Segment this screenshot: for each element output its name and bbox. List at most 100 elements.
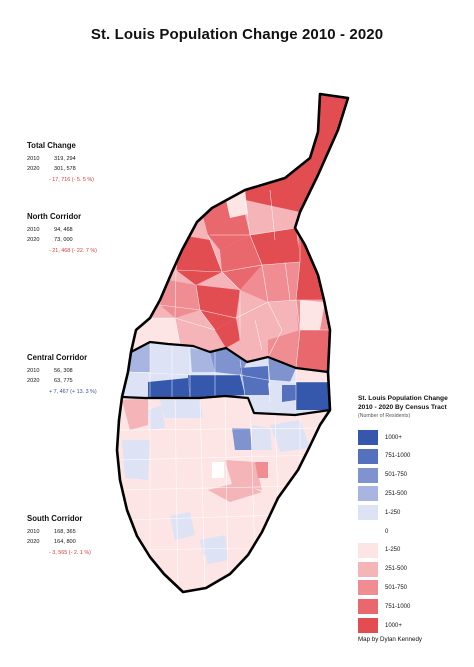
total-change-diff: - 17, 716 (- 5. 5 %) [49, 177, 94, 183]
legend-swatch [358, 618, 378, 633]
legend-swatch [358, 524, 378, 539]
north-2010-row: 2010 94, 468 [27, 227, 97, 237]
tract [196, 285, 240, 330]
tract [210, 348, 247, 375]
north-central-divider [130, 340, 329, 374]
legend-item: 1000+ [358, 618, 402, 633]
map-credit: Map by Dylan Kennedy [358, 636, 422, 643]
legend-item: 751-1000 [358, 448, 411, 464]
tract [232, 428, 252, 450]
tract [160, 398, 203, 418]
north-corridor-diff: - 21, 468 (- 22. 7 %) [49, 248, 97, 254]
central-2010-row: 2010 56, 308 [27, 368, 97, 378]
tract [255, 462, 268, 478]
year-label: 2010 [27, 227, 40, 233]
central-2020-row: 2020 63, 775 [27, 378, 97, 388]
population-value: 301, 578 [54, 166, 76, 172]
legend-swatch [358, 580, 378, 596]
legend-swatch [358, 430, 378, 445]
population-value: 73, 000 [54, 237, 73, 243]
tract [200, 535, 228, 565]
tract [215, 318, 240, 348]
north-corridor-heading: North Corridor [27, 212, 82, 221]
north-tract-borders [140, 189, 335, 369]
tract [280, 385, 296, 402]
tract [148, 378, 190, 398]
legend-label: 751-1000 [385, 603, 411, 610]
tract [131, 318, 180, 352]
tract [296, 382, 330, 410]
legend-item: 1000+ [358, 430, 402, 445]
legend-label: 501-750 [385, 472, 408, 479]
legend-item: 501-750 [358, 580, 408, 596]
tract [296, 330, 330, 372]
legend-item: 0 [358, 524, 388, 539]
city-boundary [115, 92, 350, 594]
south-corridor-heading: South Corridor [27, 514, 83, 523]
year-label: 2010 [27, 529, 40, 535]
south-corridor-block: South Corridor 2010 168, 365 2020 164, 8… [27, 514, 91, 556]
population-value: 63, 775 [54, 378, 73, 384]
tract [300, 300, 325, 330]
legend-swatch [358, 467, 378, 483]
population-value: 164, 800 [54, 539, 76, 545]
legend-title-line1: St. Louis Population Change [358, 395, 448, 402]
legend-label: 501-750 [385, 584, 408, 591]
legend-label: 1000+ [385, 434, 402, 441]
central-corridor-block: Central Corridor 2010 56, 308 2020 63, 7… [27, 353, 97, 395]
legend-label: 0 [385, 528, 389, 535]
north-2020-row: 2020 73, 000 [27, 237, 97, 247]
tract [212, 462, 224, 478]
legend: St. Louis Population Change 2010 - 2020 … [358, 394, 448, 425]
legend-swatch [358, 561, 378, 577]
legend-item: 251-500 [358, 486, 408, 502]
legend-swatch [358, 505, 378, 521]
legend-label: 1-250 [385, 509, 401, 516]
legend-item: 501-750 [358, 467, 408, 483]
tract [268, 330, 300, 368]
year-label: 2020 [27, 378, 40, 384]
legend-label: 1000+ [385, 622, 402, 629]
tract [240, 262, 300, 302]
population-value: 56, 308 [54, 368, 73, 374]
tract [175, 318, 215, 352]
legend-swatch [358, 542, 378, 558]
legend-label: 751-1000 [385, 453, 411, 460]
year-label: 2020 [27, 237, 40, 243]
tract [268, 383, 282, 405]
tract [188, 375, 245, 398]
legend-label: 251-500 [385, 490, 408, 497]
legend-item: 1-250 [358, 542, 401, 558]
south-tract-borders [117, 396, 328, 591]
tract [150, 344, 172, 380]
legend-swatch [358, 486, 378, 502]
map-title: St. Louis Population Change 2010 - 2020 [90, 26, 384, 43]
year-label: 2020 [27, 539, 40, 545]
legend-item: 1-250 [358, 505, 401, 521]
south-corridor-tracts [117, 396, 328, 592]
tract [122, 440, 150, 480]
year-label: 2020 [27, 166, 40, 172]
tract [182, 555, 210, 590]
legend-item: 751-1000 [358, 599, 411, 615]
total-2010-row: 2010 319, 294 [27, 156, 94, 166]
central-corridor-diff: + 7, 467 (+ 13. 3 %) [49, 389, 97, 395]
population-value: 94, 468 [54, 227, 73, 233]
population-value: 319, 294 [54, 156, 76, 162]
year-label: 2010 [27, 368, 40, 374]
tract [170, 512, 195, 540]
central-corridor-heading: Central Corridor [27, 353, 88, 362]
total-2020-row: 2020 301, 578 [27, 166, 94, 176]
legend-title-line2: 2010 - 2020 By Census Tract [358, 404, 447, 411]
tract [250, 228, 300, 265]
central-tract-borders [129, 342, 330, 410]
legend-item: 251-500 [358, 561, 407, 577]
total-change-heading: Total Change [27, 141, 76, 150]
south-2010-row: 2010 168, 365 [27, 529, 91, 539]
year-label: 2010 [27, 156, 40, 162]
tract [220, 235, 262, 290]
population-value: 168, 365 [54, 529, 76, 535]
legend-label: 1-250 [385, 547, 401, 554]
legend-swatch [358, 599, 378, 615]
